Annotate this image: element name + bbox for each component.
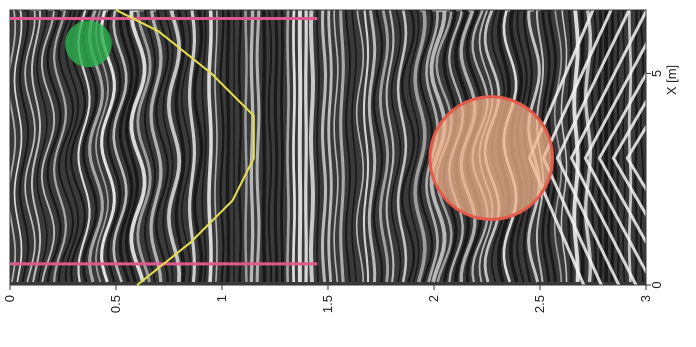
depth-tick-label: 1.5	[320, 295, 335, 313]
reflection-band	[264, 10, 265, 282]
depth-tick-label: 3	[638, 295, 653, 302]
reflection-band	[282, 10, 283, 282]
reflection-band	[209, 10, 211, 282]
depth-tick-label: 2	[426, 295, 441, 302]
depth-axis: 0 0.5 1 1.5 2 2.5 3	[2, 285, 653, 313]
reflection-band	[618, 10, 619, 282]
green-circle-marker	[65, 21, 112, 68]
x-tick-label: 5	[649, 70, 664, 77]
depth-tick-label: 0	[2, 295, 17, 302]
reflection-band	[251, 10, 252, 282]
reflection-band	[311, 10, 313, 282]
reflection-band	[228, 10, 229, 282]
depth-tick-label: 0.5	[108, 295, 123, 313]
depth-tick-label: 2.5	[532, 295, 547, 313]
reflection-band	[257, 10, 259, 282]
reflection-band	[599, 10, 601, 282]
depth-tick-label: 1	[214, 295, 229, 302]
plot-area	[9, 4, 696, 312]
x-axis-label: X [m]	[664, 65, 679, 95]
reflection-band	[293, 10, 294, 282]
reflection-band	[246, 10, 247, 282]
x-tick-label: 0	[649, 281, 664, 288]
x-axis: 05	[646, 70, 664, 289]
reflection-band	[275, 10, 276, 282]
reflection-band	[288, 10, 289, 282]
